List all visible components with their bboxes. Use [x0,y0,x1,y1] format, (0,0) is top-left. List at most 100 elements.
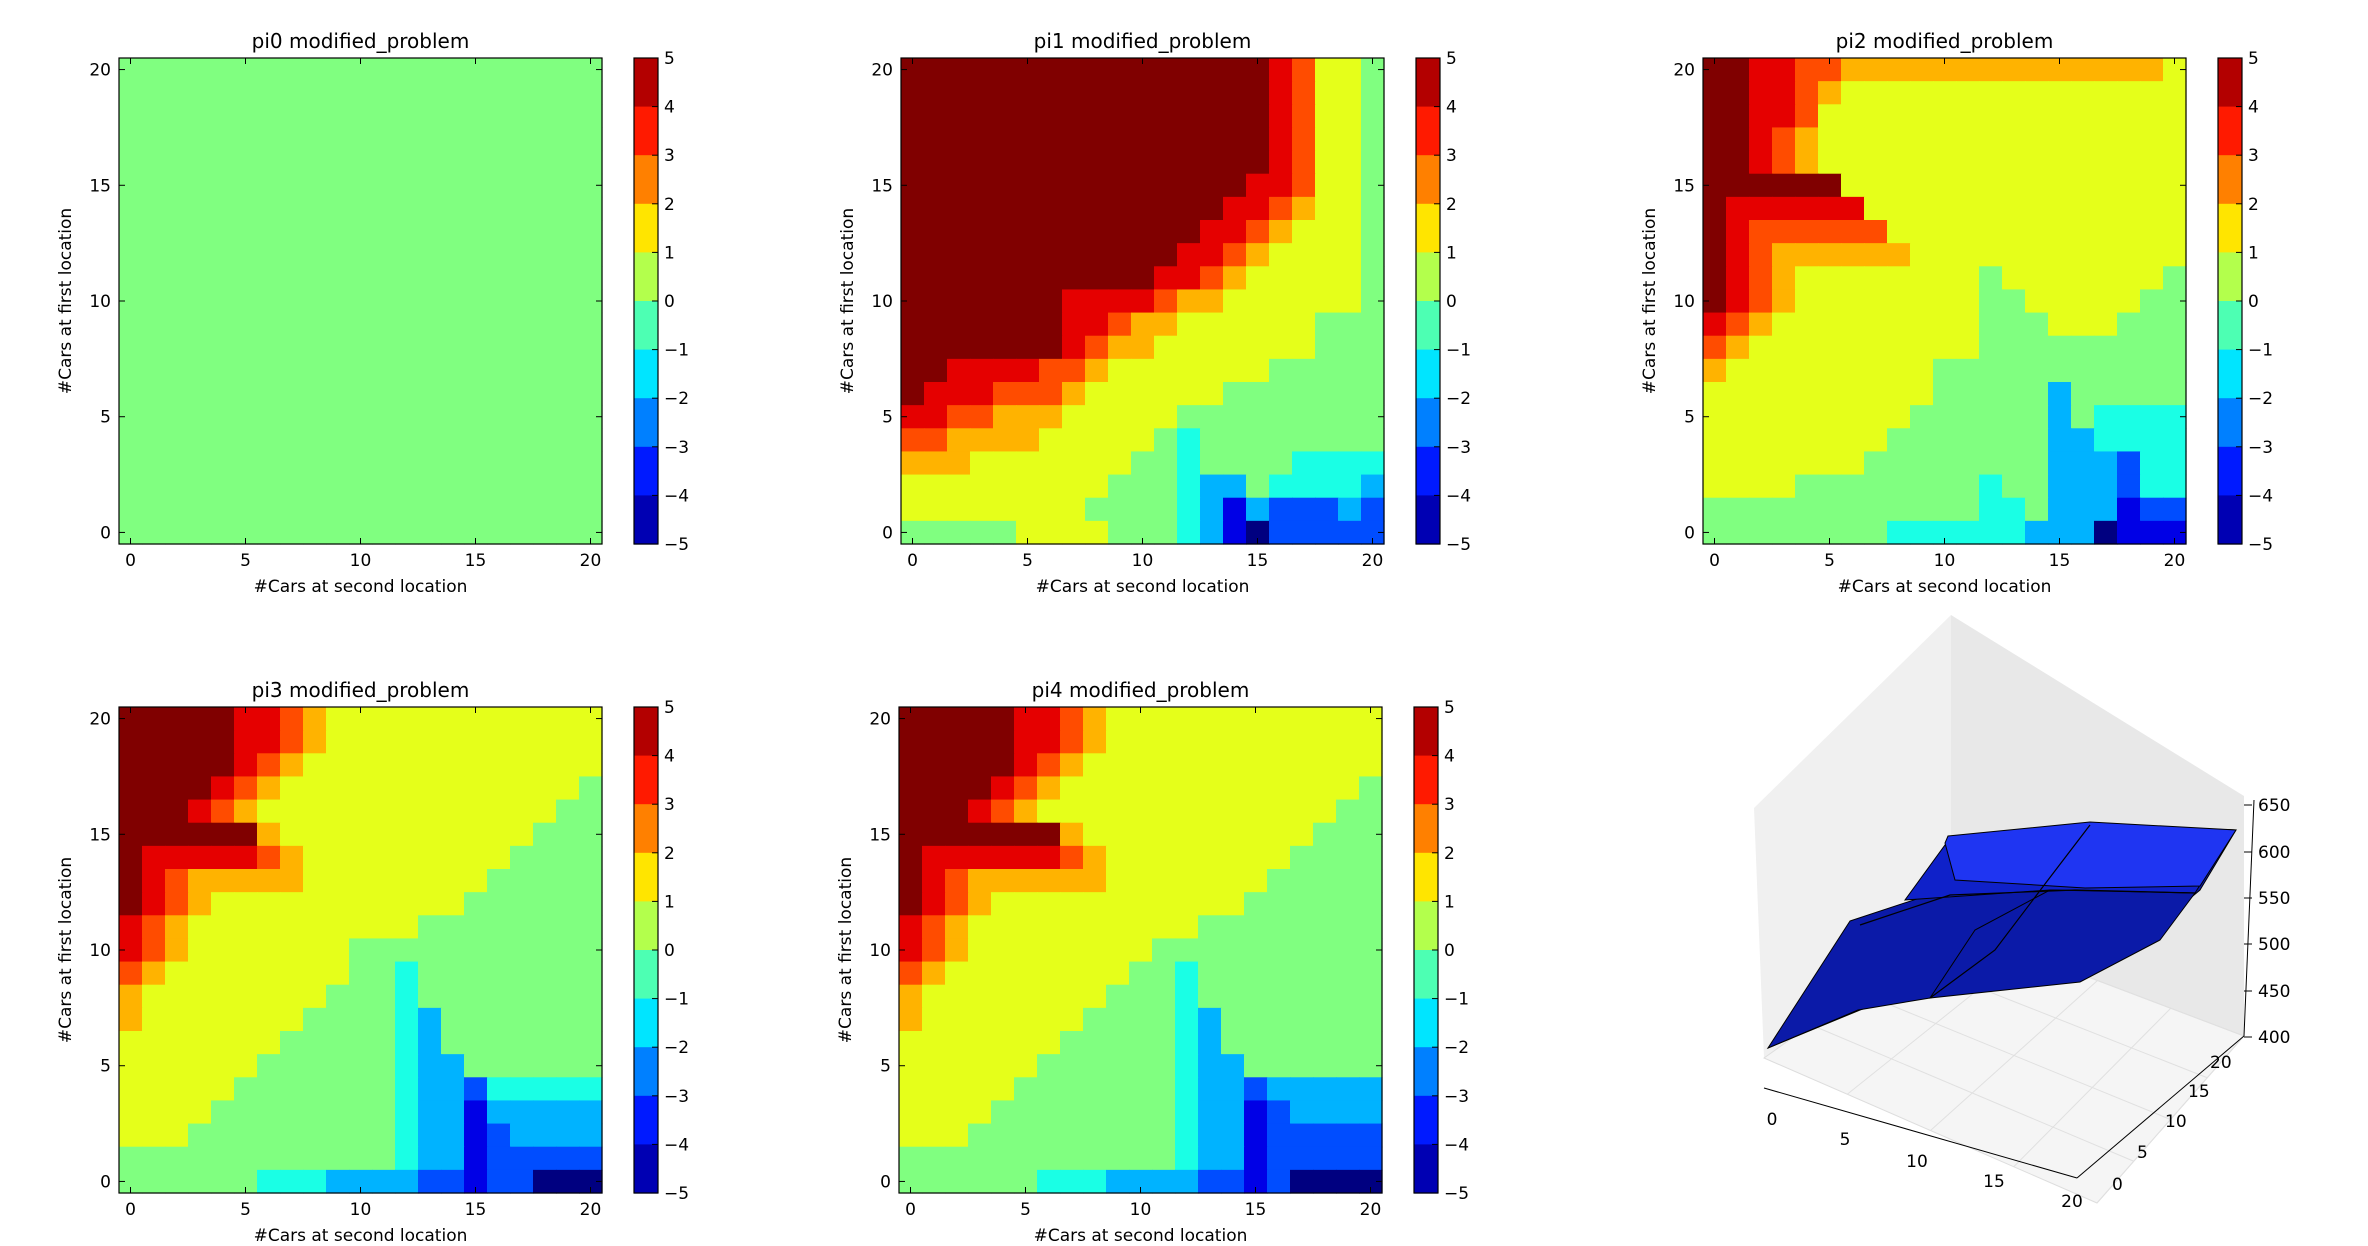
heatmap-cell [349,312,373,337]
heatmap-cell [510,382,534,406]
heatmap-cell [1795,173,1819,198]
heatmap-cell [533,776,557,801]
heatmap-cell [533,915,557,940]
heatmap-cell [970,150,994,175]
heatmap-cell [234,497,258,522]
y-tick-label: 20 [871,61,893,81]
heatmap-cell [165,266,189,291]
heatmap-cell [1177,358,1201,383]
heatmap-cell [119,220,143,244]
heatmap-cell [234,1123,258,1148]
heatmap-cell [234,173,258,198]
heatmap-cell [188,1169,212,1194]
heatmap-cell [188,220,212,244]
heatmap-cell [1062,196,1086,221]
heatmap-cell [1841,474,1865,499]
heatmap-cell [1175,984,1199,1009]
heatmap-cell [1246,451,1270,476]
heatmap-cell [1154,312,1178,337]
heatmap-cell [991,869,1015,893]
heatmap-cell [1037,1077,1061,1102]
heatmap-cell [1016,58,1040,82]
heatmap-cell [1246,243,1270,267]
heatmap-cell [1703,127,1727,152]
heatmap-cell [1154,382,1178,406]
heatmap-cell [1269,196,1293,221]
heatmap-cell [2094,196,2118,221]
heatmap-cell [1864,266,1888,291]
heatmap-cell [349,730,373,754]
heatmap-cell [257,753,281,778]
heatmap-cell [510,730,534,754]
heatmap-cell [464,358,488,383]
heatmap-cell [418,822,442,847]
heatmap-cell [211,776,235,801]
colorbar-tick-label: 0 [1446,292,1457,312]
heatmap-cell [1956,497,1980,522]
heatmap-cell [947,220,971,244]
heatmap-cell [1956,266,1980,291]
heatmap-cell [991,730,1015,754]
heatmap-cell [2094,474,2118,499]
heatmap-cell [1060,1169,1084,1194]
heatmap-cell [165,358,189,383]
heatmap-cell [899,1054,923,1078]
heatmap-cell [418,104,442,129]
heatmap-cell [1108,451,1132,476]
heatmap-cell [464,776,488,801]
heatmap-cell [2025,173,2049,198]
heatmap-cell [556,104,580,129]
heatmap-cell [441,266,465,291]
heatmap-cell [945,845,969,870]
heatmap-cell [487,58,511,82]
heatmap-cell [188,243,212,267]
heatmap-cell [1106,707,1130,731]
grid-line [2096,1035,2245,1204]
heatmap-cell [2025,451,2049,476]
heatmap-cell [1887,196,1911,221]
heatmap-cell [2071,127,2095,152]
heatmap-cell [1338,497,1362,522]
heatmap-cell [487,104,511,129]
heatmap-cell [945,984,969,1009]
heatmap-cell [303,915,327,940]
heatmap-cell [533,243,557,267]
x-tick-label: 20 [1362,551,1384,571]
heatmap-cell [280,1077,304,1102]
heatmap-cell [1269,173,1293,198]
heatmap-cell [533,220,557,244]
colorbar-tick-label: 4 [1446,98,1457,118]
heatmap-cell [1152,915,1176,940]
heatmap-cell [1267,845,1291,870]
heatmap-cell [1933,127,1957,152]
heatmap-cell [579,474,603,499]
heatmap-cell [326,1169,350,1194]
heatmap-cell [556,243,580,267]
heatmap-cell [924,220,948,244]
heatmap-cell [1244,845,1268,870]
heatmap-cell [1223,220,1247,244]
heatmap-cell [1269,405,1293,429]
colorbar-segment [634,398,658,448]
heatmap-cell [1361,220,1385,244]
heatmap-cell [1290,1100,1314,1125]
heatmap-cell [1014,707,1038,731]
heatmap-cell [487,220,511,244]
heatmap-cell [1016,335,1040,360]
heatmap-cell [1887,358,1911,383]
heatmap-cell [395,382,419,406]
heatmap-cell [510,1077,534,1102]
heatmap-cell [211,984,235,1009]
heatmap-cell [556,753,580,778]
heatmap-cell [1315,382,1339,406]
heatmap-cell [1313,892,1337,916]
heatmap-cell [924,497,948,522]
heatmap-cell [211,104,235,129]
heatmap-cell [349,1169,373,1194]
heatmap-cell [1361,81,1385,105]
heatmap-cell [1223,150,1247,175]
heatmap-cell [970,289,994,314]
heatmap-cell [418,707,442,731]
y-tick-label: 5 [100,408,111,428]
heatmap-cell [2025,289,2049,314]
